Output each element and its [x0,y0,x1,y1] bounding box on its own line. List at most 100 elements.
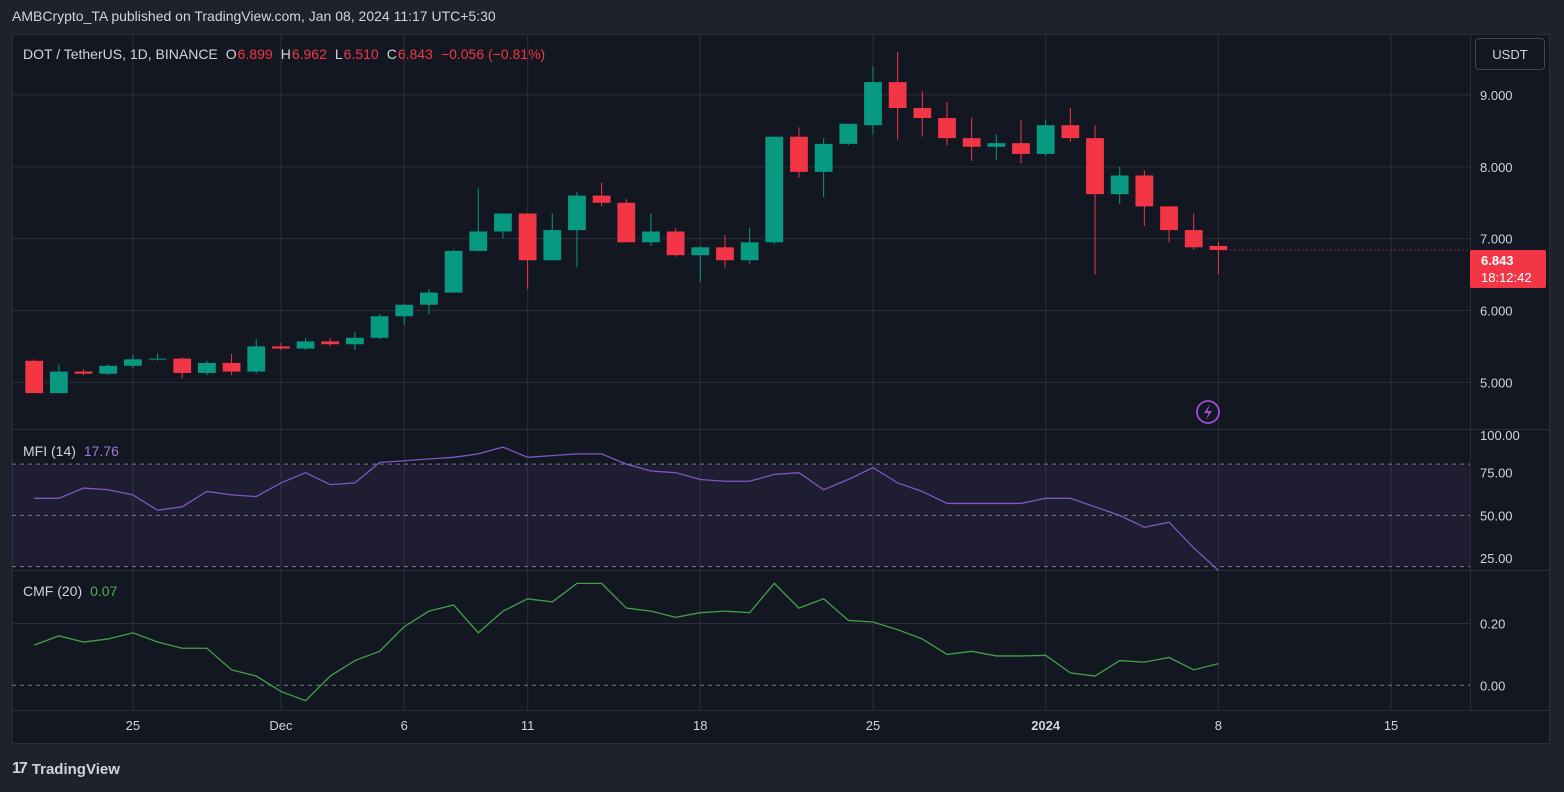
time-tick-label: 18 [693,718,707,733]
candle-body [1135,175,1154,207]
candle-body [592,195,611,203]
grid-lines [12,34,1550,711]
cmf-tick-label: 0.20 [1480,617,1505,632]
cmf-value: 0.07 [90,583,118,599]
mfi-tick-label: 75.00 [1480,466,1513,481]
candle-body [716,247,734,261]
candle-body [543,230,562,261]
low-value: L 6.510 [334,46,379,62]
candle-body [296,341,315,349]
symbol-name[interactable]: DOT / TetherUS, 1D, BINANCE [23,46,218,62]
mfi-title[interactable]: MFI (14) [23,443,76,459]
candle-body [321,341,340,345]
price-tick-label: 8.000 [1480,160,1513,175]
mfi-bands [12,463,1470,568]
price-change: −0.056 (−0.81%) [440,46,546,62]
axis-labels: 25 Dec 6 11 18 25 2024 8 15 5.000 6.000 7.000 8.000 9… [126,88,1520,733]
time-tick-label: 25 [866,718,880,733]
currency-button[interactable]: USDT [1475,38,1545,70]
candle-body [222,362,241,372]
time-tick-label: 11 [521,718,535,733]
candle-body [346,337,364,345]
candle-body [148,358,167,360]
candle-body [1086,138,1104,195]
mfi-series [34,446,1219,571]
tradingview-branding[interactable]: 17 TradingView [12,760,120,778]
chart-canvas[interactable]: 25 Dec 6 11 18 25 2024 8 15 5.000 6.000 7.000 8.000 9… [12,34,1550,744]
candle-body [568,195,586,231]
mfi-line [34,446,1219,571]
time-tick-label: 8 [1215,718,1222,733]
candle-body [666,231,685,256]
cmf-tick-label: 0.00 [1480,678,1505,693]
candle-body [444,250,463,293]
candle-body [124,359,142,366]
candle-body [987,143,1006,147]
candle-body [864,82,882,126]
candle-body [74,371,93,374]
candle-body [839,123,858,144]
brand-name: TradingView [31,760,120,778]
price-tick-label: 6.000 [1480,304,1513,319]
candle-body [814,143,833,172]
time-tick-label: 6 [401,718,408,733]
candle-body [1036,125,1055,154]
candle-body [99,365,118,374]
last-price: 6.843 [1481,253,1514,268]
candle-body [370,316,389,338]
candle-body [420,292,438,305]
time-tick-label: 25 [126,718,140,733]
candle-body [518,213,537,261]
high-value: H 6.962 [280,46,327,62]
candle-body [1160,206,1178,231]
candle-body [198,362,216,373]
candle-body [790,136,808,172]
price-tick-label: 9.000 [1480,88,1513,103]
candle-body [272,346,290,349]
candle-body [494,213,512,232]
candle-body [247,346,266,372]
symbol-legend: DOT / TetherUS, 1D, BINANCE O 6.899 H 6.96… [23,46,545,62]
candle-body [962,138,981,147]
candle-body [1110,175,1129,195]
candlestick-series [25,51,1470,394]
candle-body [691,247,710,256]
candle-body [469,231,488,251]
cmf-series [33,582,1219,702]
candle-body [913,107,932,119]
candle-body [49,371,68,394]
candle-body [1209,245,1228,250]
candle-body [25,360,44,394]
cmf-legend: CMF (20) 0.07 [23,583,117,599]
price-tick-label: 5.000 [1480,375,1513,390]
candle-body [395,304,414,317]
candle-body [740,242,759,261]
time-tick-label: 15 [1384,718,1398,733]
cmf-title[interactable]: CMF (20) [23,583,83,599]
mfi-tick-label: 25.00 [1480,551,1513,566]
mfi-tick-label: 100.00 [1480,428,1520,443]
open-value: O 6.899 [225,46,273,62]
candle-body [642,231,660,243]
publisher-line: AMBCrypto_TA published on TradingView.co… [12,8,496,24]
time-tick-label: Dec [269,718,293,733]
candle-body [1184,230,1203,248]
mfi-value: 17.76 [83,443,119,459]
candle-body [938,118,956,139]
close-value: C 6.843 [386,46,433,62]
candle-body [173,358,192,373]
time-tick-label: 2024 [1031,718,1061,733]
tradingview-logo-icon: 17 [12,760,28,777]
candle-body [888,82,907,108]
candle-body [1061,125,1080,139]
bar-countdown: 18:12:42 [1481,270,1532,285]
candle-body [765,136,784,243]
price-tick-label: 7.000 [1480,232,1513,247]
mfi-tick-label: 50.00 [1480,508,1513,523]
mfi-legend: MFI (14) 17.76 [23,443,119,459]
candle-body [617,202,636,243]
last-price-tag: 6.843 18:12:42 [1470,250,1546,288]
lightning-icon[interactable] [1196,400,1220,424]
candle-body [1012,143,1030,154]
cmf-line [33,582,1219,702]
